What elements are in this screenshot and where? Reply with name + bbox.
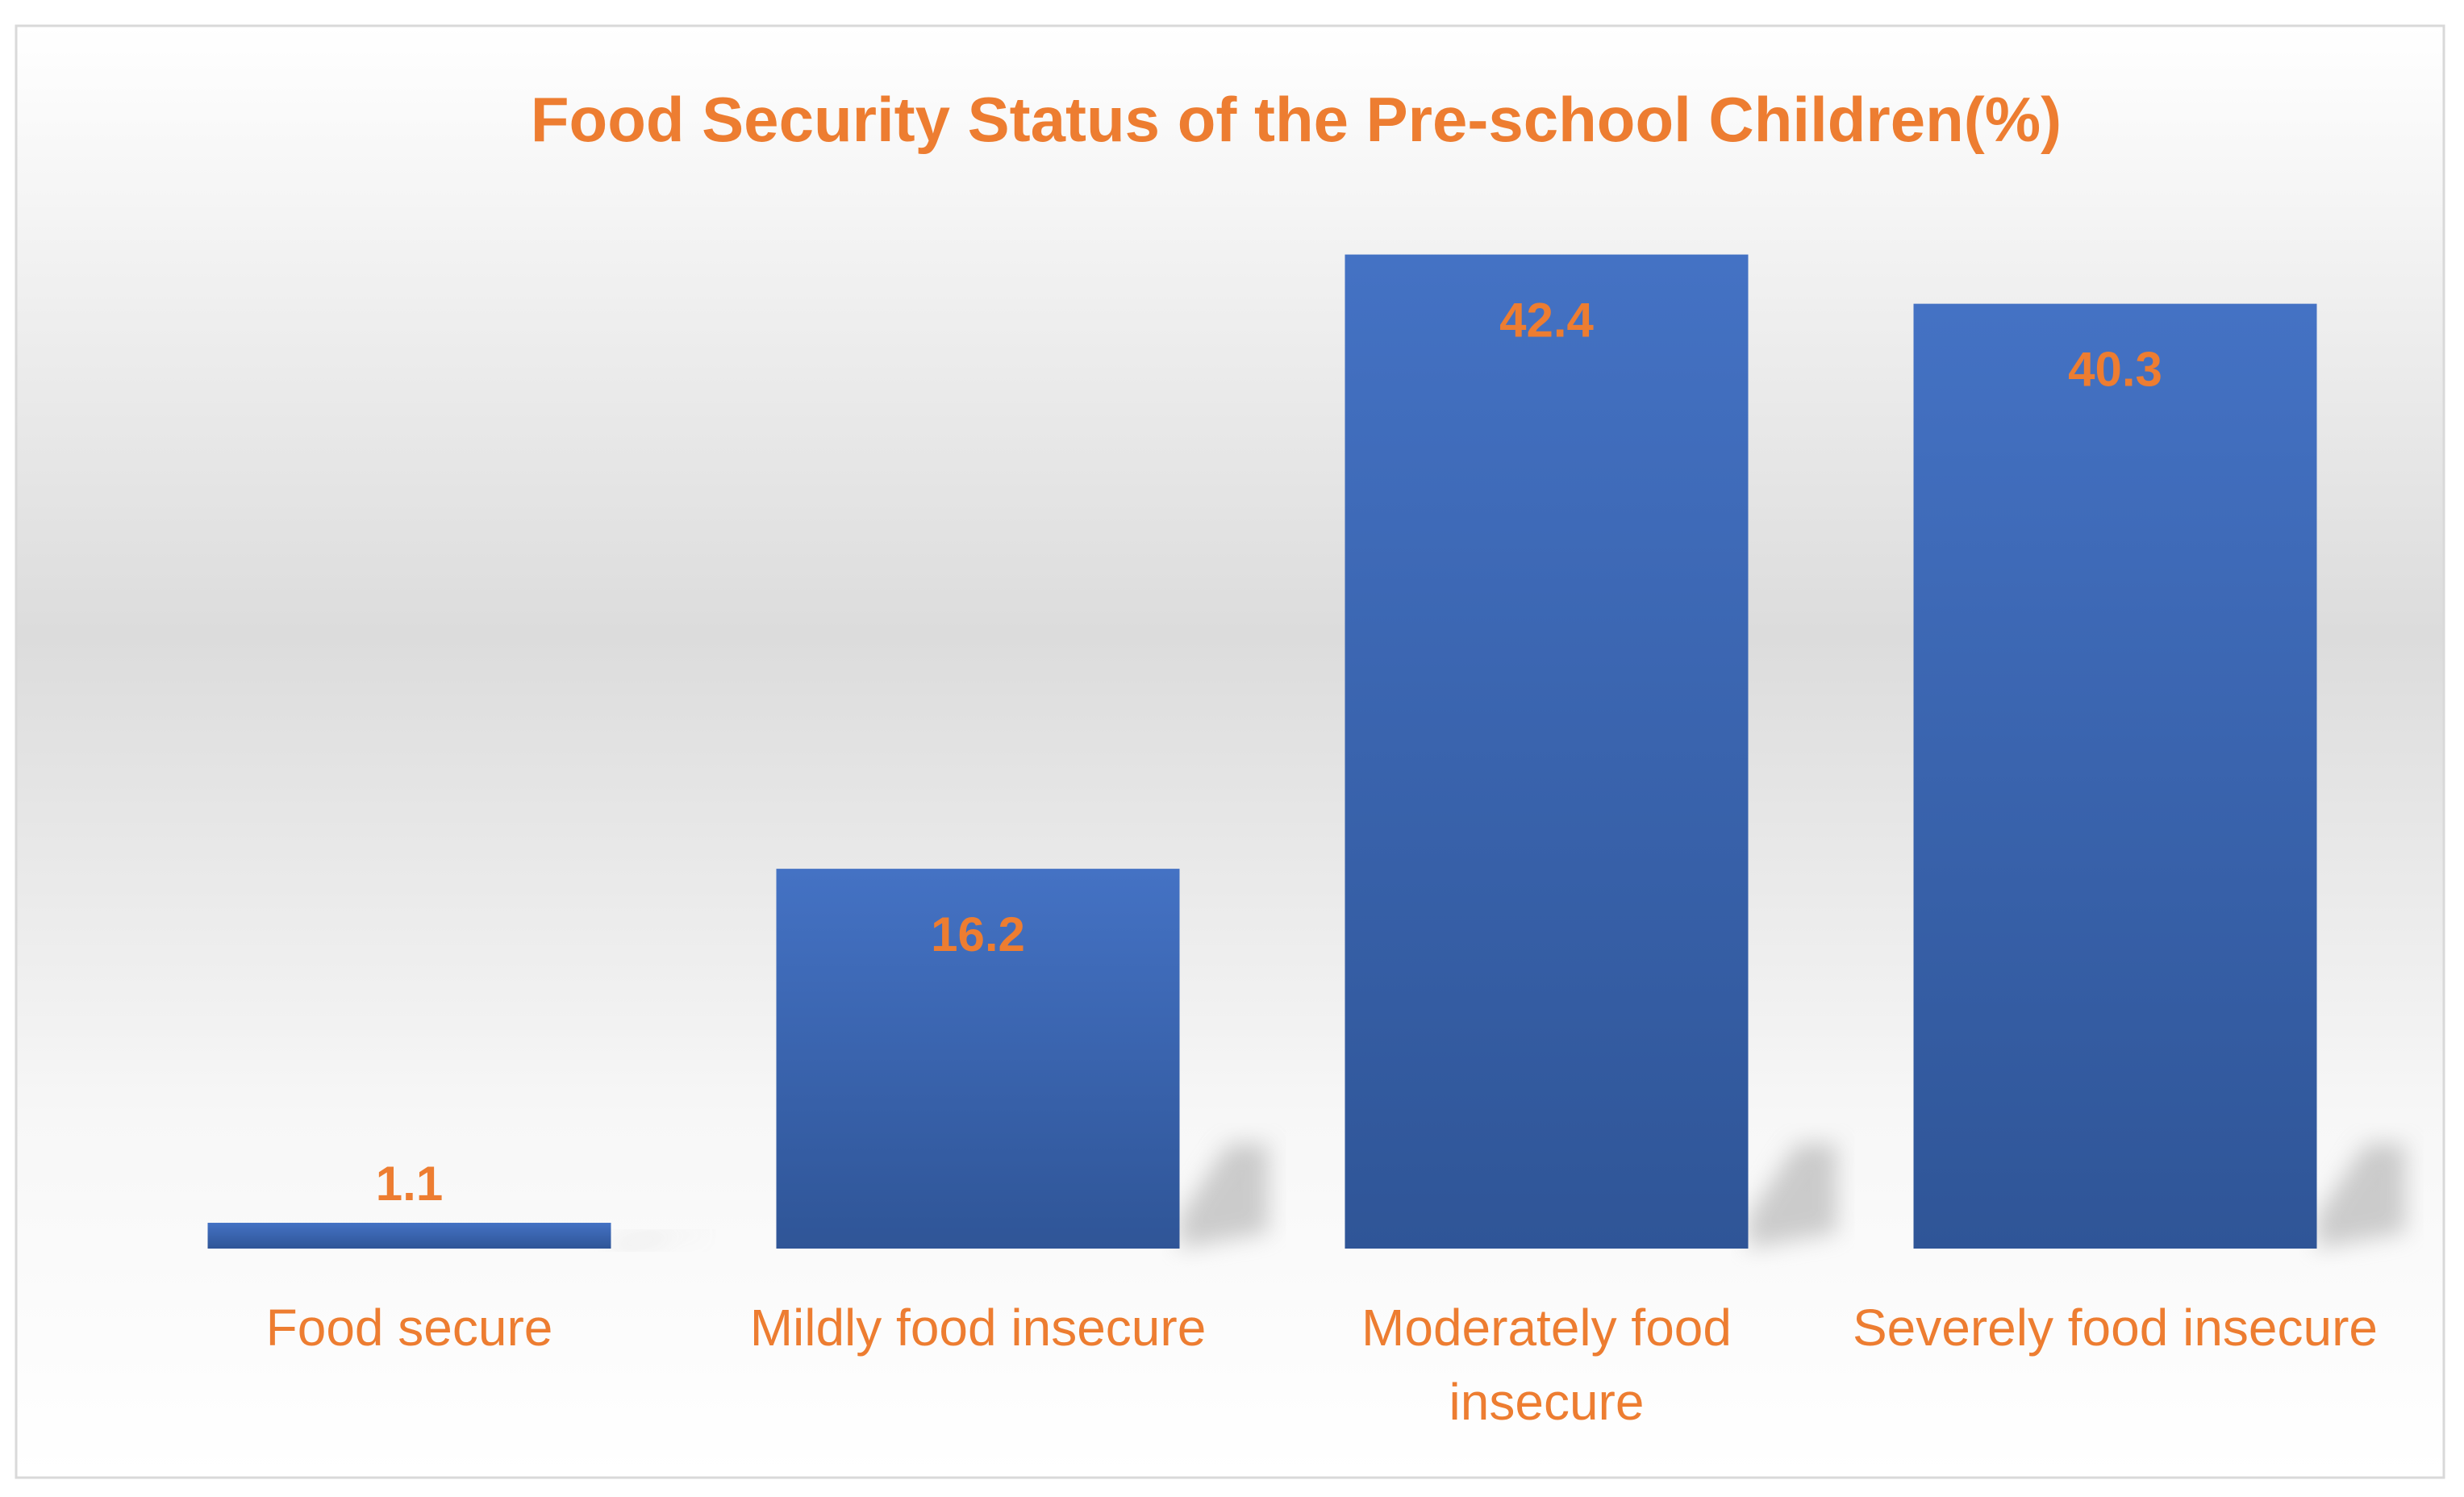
bars (207, 254, 2317, 1249)
data-labels: 1.1 16.2 42.4 40.3 (376, 294, 2162, 1211)
bar-shadows (611, 1144, 2406, 1249)
data-label: 40.3 (2068, 343, 2162, 397)
bar-food-secure (207, 1223, 611, 1249)
bar-shadow (1179, 1144, 1269, 1249)
category-label: Mildly food insecure (750, 1299, 1207, 1357)
bar-mildly-food-insecure (776, 869, 1180, 1249)
bar-moderately-food-insecure (1345, 254, 1749, 1249)
bar-shadow (2316, 1144, 2406, 1249)
category-label: Severely food insecure (1853, 1299, 2378, 1357)
bar-shadow (1748, 1144, 1837, 1249)
bar-shadow (611, 1232, 700, 1249)
data-label: 16.2 (931, 907, 1025, 961)
data-label: 1.1 (376, 1157, 443, 1211)
data-label: 42.4 (1499, 294, 1594, 348)
category-label: Food secure (266, 1299, 553, 1357)
bar-severely-food-insecure (1913, 303, 2317, 1249)
chart-title: Food Security Status of the Pre-school C… (531, 84, 2062, 155)
category-axis-labels: Food secure Mildly food insecure Moderatel… (266, 1299, 2378, 1431)
category-label: Moderately food insecure (1361, 1299, 1732, 1431)
